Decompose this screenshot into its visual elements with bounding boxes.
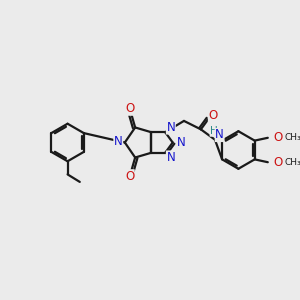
Text: O: O (208, 109, 218, 122)
Text: CH₃: CH₃ (285, 158, 300, 167)
Text: O: O (125, 170, 134, 183)
Text: N: N (177, 136, 185, 149)
Text: N: N (114, 135, 123, 148)
Text: O: O (125, 102, 134, 115)
Text: H: H (210, 126, 218, 136)
Text: O: O (274, 156, 283, 169)
Text: O: O (274, 131, 283, 144)
Text: N: N (215, 128, 224, 142)
Text: CH₃: CH₃ (285, 133, 300, 142)
Text: N: N (167, 151, 175, 164)
Text: N: N (167, 121, 175, 134)
